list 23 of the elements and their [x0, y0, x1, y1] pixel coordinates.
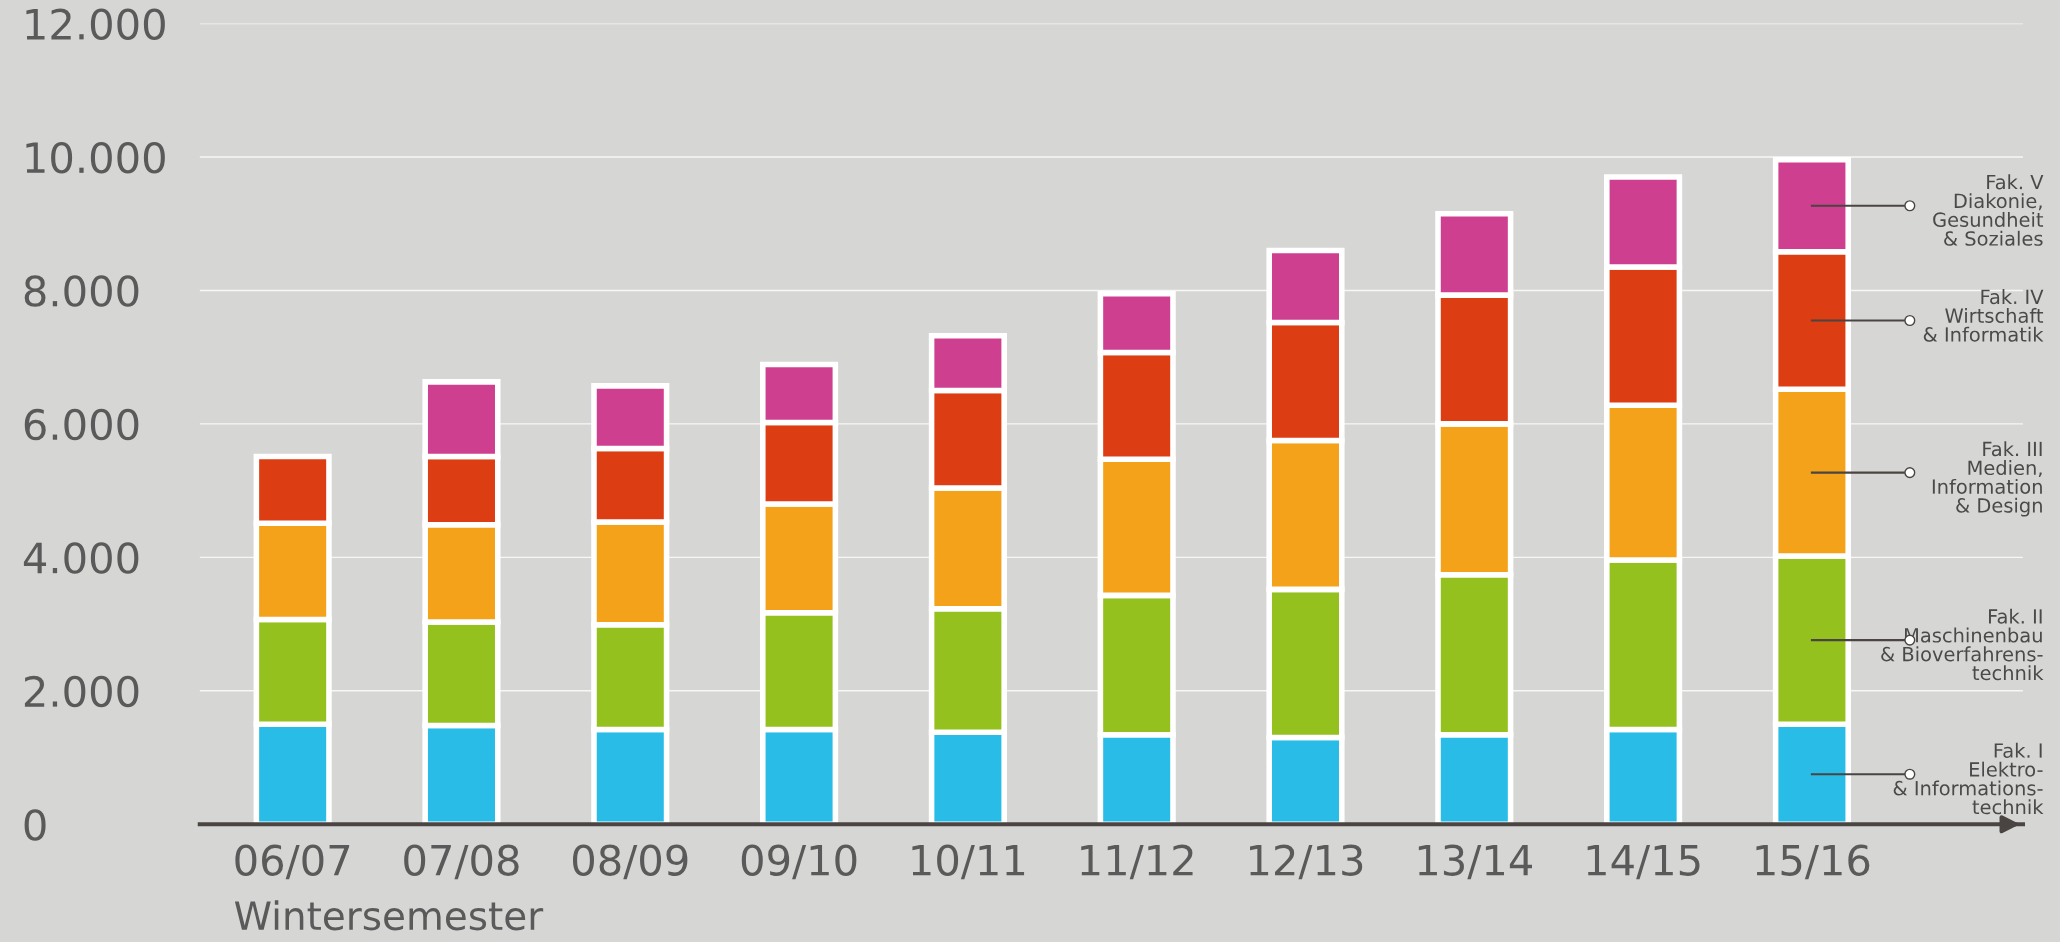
x-tick-label: 11/12 — [1081, 844, 1193, 880]
x-tick-label: 14/15 — [1587, 844, 1700, 880]
y-tick-label: 6.000 — [24, 408, 139, 441]
x-tick-label: 06/07 — [235, 844, 350, 880]
y-tick-label: 10.000 — [26, 141, 165, 174]
x-tick-label: 12/13 — [1250, 844, 1363, 880]
x-tick-label: 07/08 — [404, 844, 519, 880]
x-tick-label: 13/14 — [1418, 844, 1532, 880]
text: Fak. I Elektro- & Informations- technik — [1893, 742, 2044, 815]
text: Fak. IV Wirtschaft & Informatik — [1923, 289, 2044, 342]
x-tick-label: 10/11 — [912, 844, 1025, 880]
y-tick-label: 4.000 — [23, 542, 139, 574]
x-tick-label: 15/16 — [1756, 844, 1870, 880]
y-tick-label: 8.000 — [24, 275, 139, 307]
x-tick-label: 09/10 — [741, 844, 857, 880]
y-tick-label: 2.000 — [24, 675, 139, 708]
x-tick-label: 08/09 — [572, 844, 688, 880]
y-tick-label: 0 — [24, 809, 46, 841]
text: Fak. V Diakonie, Gesundheit & Soziales — [1933, 174, 2044, 246]
text: Wintersemester — [234, 900, 544, 931]
y-tick-label: 12.000 — [26, 8, 165, 40]
text: Fak. III Medien, Information & Design — [1932, 441, 2042, 517]
series-label: Fak. II Maschinenbau & Bioverfahrens- technik — [1881, 608, 2044, 681]
